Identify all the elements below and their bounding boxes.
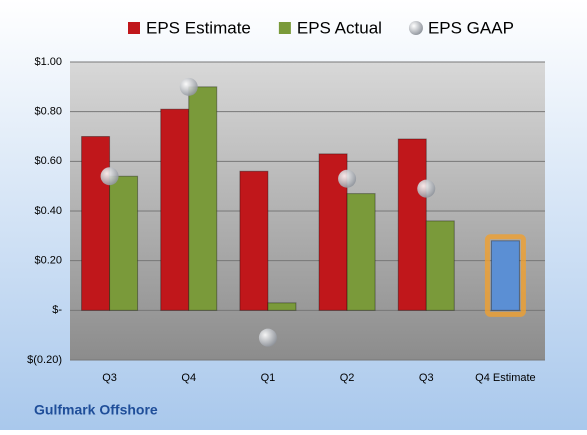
y-tick-label: $- bbox=[52, 304, 62, 316]
bar bbox=[188, 86, 218, 311]
gaap-marker bbox=[100, 167, 119, 186]
x-tick-label: Q3 bbox=[419, 372, 434, 384]
y-tick-label: $0.80 bbox=[34, 106, 62, 118]
gaap-marker bbox=[417, 179, 436, 198]
x-tick-label: Q4 bbox=[181, 372, 196, 384]
gaap-marker bbox=[258, 328, 277, 347]
y-tick-label: $0.60 bbox=[34, 155, 62, 167]
gaap-marker bbox=[179, 77, 198, 96]
bar-glow bbox=[484, 234, 526, 317]
x-tick-label: Q3 bbox=[102, 372, 117, 384]
y-tick-label: $0.20 bbox=[34, 255, 62, 267]
x-tick-label: Q1 bbox=[261, 372, 276, 384]
legend-marker bbox=[128, 22, 140, 34]
footer: Gulfmark Offshore bbox=[34, 402, 158, 418]
bar bbox=[160, 108, 190, 311]
gaap-marker bbox=[338, 169, 357, 188]
x-tick-label: Q2 bbox=[340, 372, 355, 384]
bar bbox=[490, 240, 520, 311]
bar bbox=[109, 175, 139, 311]
bar bbox=[346, 193, 376, 311]
legend-marker bbox=[408, 21, 423, 35]
y-tick-label: $0.40 bbox=[34, 205, 62, 217]
bar bbox=[397, 138, 427, 311]
bar bbox=[81, 136, 111, 311]
legend-label: EPS Estimate bbox=[146, 18, 251, 37]
bar bbox=[425, 220, 455, 311]
legend-marker bbox=[278, 22, 291, 34]
legend-label: EPS Actual bbox=[297, 18, 382, 37]
y-tick-label: $(0.20) bbox=[27, 354, 62, 366]
y-tick-label: $1.00 bbox=[34, 56, 62, 68]
bar bbox=[267, 302, 297, 311]
x-tick-label: Q4 Estimate bbox=[475, 372, 536, 384]
bar bbox=[239, 170, 269, 311]
legend-label: EPS GAAP bbox=[428, 18, 514, 37]
